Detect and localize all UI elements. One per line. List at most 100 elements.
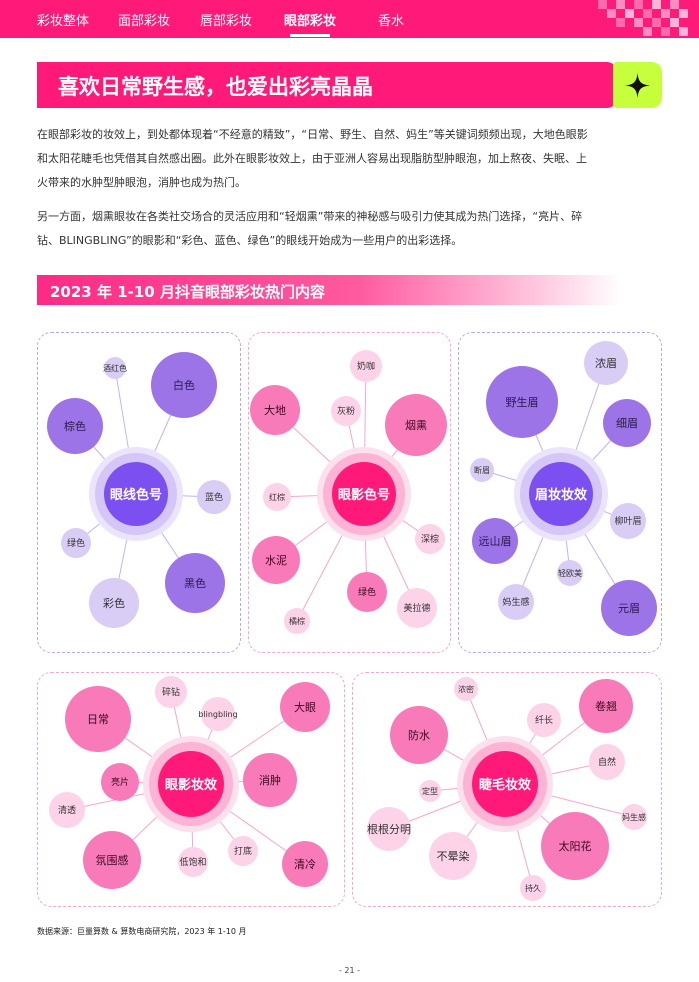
node-bubble bbox=[589, 744, 625, 780]
node-label: 橘棕 bbox=[289, 616, 305, 626]
node-label: 断眉 bbox=[474, 465, 490, 475]
intro-paragraph-1: 在眼部彩妆的妆效上，到处都体现着“不经意的精致”，“日常、野生、自然、妈生”等关… bbox=[37, 123, 663, 195]
section-title-bar bbox=[37, 275, 622, 305]
graph-node: 远山眉 bbox=[472, 518, 518, 564]
node-bubble bbox=[579, 679, 633, 733]
paragraph-line: 火带来的水肿型肿眼泡，消肿也成为热门。 bbox=[37, 176, 246, 189]
node-label: 大地 bbox=[264, 403, 286, 417]
panel-eyeshadow-colors bbox=[248, 332, 451, 653]
node-label: 酒红色 bbox=[103, 363, 127, 373]
graph-node: 野生眉 bbox=[486, 366, 558, 438]
node-label: 绿色 bbox=[67, 537, 85, 549]
graph-node: 元眉 bbox=[601, 580, 657, 636]
node-bubble bbox=[331, 396, 361, 426]
section-title: 2023 年 1-10 月抖音眼部彩妆热门内容 bbox=[50, 283, 325, 301]
panel-brow-effects bbox=[458, 332, 662, 653]
paragraph-line: 另一方面，烟熏眼妆在各类社交场合的灵活应用和“轻烟熏”带来的神秘感与吸引力使其成… bbox=[37, 210, 583, 223]
graph-node: 浓眉 bbox=[584, 341, 628, 385]
active-tab-indicator bbox=[290, 34, 330, 37]
graph-node: 浓密 bbox=[454, 677, 478, 701]
graph-center-node: 睫毛妆效 bbox=[457, 736, 553, 832]
graph-node: 彩色 bbox=[89, 578, 139, 628]
node-label: 蓝色 bbox=[205, 491, 223, 503]
node-bubble bbox=[429, 832, 477, 880]
node-bubble bbox=[541, 812, 609, 880]
center-bubble bbox=[104, 462, 168, 526]
node-label: 美拉德 bbox=[403, 602, 430, 614]
node-label: 妈生感 bbox=[622, 812, 646, 822]
graph-center-node: 眼影妆效 bbox=[143, 736, 239, 832]
node-label: 根根分明 bbox=[367, 822, 411, 836]
tab-perfume[interactable]: 香水 bbox=[378, 14, 405, 29]
node-bubble bbox=[520, 875, 546, 901]
graph-node: 防水 bbox=[390, 706, 448, 764]
node-label: 消肿 bbox=[259, 773, 281, 787]
tab-eye-makeup[interactable]: 眼部彩妆 bbox=[284, 14, 337, 29]
graph-node: 不晕染 bbox=[429, 832, 477, 880]
node-bubble bbox=[165, 553, 225, 613]
panel-eyeshadow-effects bbox=[37, 672, 345, 907]
page-title: 喜欢日常野生感，也爱出彩亮晶晶 bbox=[58, 75, 373, 99]
graph-node: 断眉 bbox=[470, 458, 494, 482]
node-bubble bbox=[385, 394, 447, 456]
title-banner bbox=[37, 62, 617, 108]
node-bubble bbox=[601, 580, 657, 636]
node-label: 白色 bbox=[173, 378, 195, 392]
graph-node: 亮片 bbox=[101, 763, 139, 801]
graph-node: blingbling bbox=[198, 697, 238, 731]
node-label: 浓密 bbox=[458, 684, 474, 694]
intro-paragraph-2: 另一方面，烟熏眼妆在各类社交场合的灵活应用和“轻烟熏”带来的神秘感与吸引力使其成… bbox=[37, 205, 663, 253]
center-bubble bbox=[529, 462, 593, 526]
node-label: 红棕 bbox=[269, 492, 285, 502]
graph-node: 大眼 bbox=[280, 682, 330, 732]
node-bubble bbox=[228, 836, 258, 866]
center-bubble bbox=[472, 751, 538, 817]
graph-node: 橘棕 bbox=[284, 608, 310, 634]
node-label: 烟熏 bbox=[405, 418, 427, 432]
graph-node: 轻欧美 bbox=[557, 560, 583, 586]
graph-center-node: 眉妆妆效 bbox=[514, 447, 608, 541]
graph-node: 低饱和 bbox=[178, 847, 208, 877]
graph-node: 根根分明 bbox=[367, 807, 411, 851]
node-label: 清冷 bbox=[294, 858, 316, 871]
node-label: 轻欧美 bbox=[558, 568, 582, 578]
node-bubble bbox=[89, 578, 139, 628]
graph-node: 清透 bbox=[49, 792, 85, 828]
center-label: 眼线色号 bbox=[110, 487, 162, 503]
center-label: 眉妆妆效 bbox=[535, 487, 588, 503]
graph-node: 自然 bbox=[589, 744, 625, 780]
graph-node: 黑色 bbox=[165, 553, 225, 613]
node-label: 深棕 bbox=[421, 533, 439, 545]
node-bubble bbox=[610, 503, 646, 539]
node-bubble bbox=[252, 536, 300, 584]
tab-lip-makeup[interactable]: 唇部彩妆 bbox=[200, 14, 253, 29]
tab-makeup-overall[interactable]: 彩妆整体 bbox=[37, 14, 90, 29]
graph-node: 美拉德 bbox=[397, 588, 437, 628]
node-bubble bbox=[350, 350, 382, 382]
node-bubble bbox=[390, 706, 448, 764]
graph-node: 卷翘 bbox=[579, 679, 633, 733]
panel-lash-effects bbox=[352, 672, 662, 907]
node-bubble bbox=[250, 385, 300, 435]
node-label: 太阳花 bbox=[559, 840, 592, 853]
panel-eyeliner-colors bbox=[37, 332, 241, 653]
graph-node: 太阳花 bbox=[541, 812, 609, 880]
node-bubble bbox=[498, 584, 534, 620]
node-label: 清透 bbox=[58, 804, 76, 816]
node-bubble bbox=[47, 398, 103, 454]
node-label: 柳叶眉 bbox=[614, 515, 641, 527]
node-bubble bbox=[83, 831, 141, 889]
data-source: 数据来源：巨量算数 & 算数电商研究院，2023 年 1-10 月 bbox=[37, 927, 247, 936]
node-bubble bbox=[284, 608, 310, 634]
node-bubble bbox=[603, 399, 651, 447]
node-label: 灰粉 bbox=[337, 405, 355, 417]
tab-face-makeup[interactable]: 面部彩妆 bbox=[118, 14, 171, 29]
node-bubble bbox=[472, 518, 518, 564]
graph-node: 奶咖 bbox=[350, 350, 382, 382]
center-bubble bbox=[332, 462, 396, 526]
top-nav-bar bbox=[0, 0, 699, 38]
graph-node: 纤长 bbox=[527, 703, 561, 737]
